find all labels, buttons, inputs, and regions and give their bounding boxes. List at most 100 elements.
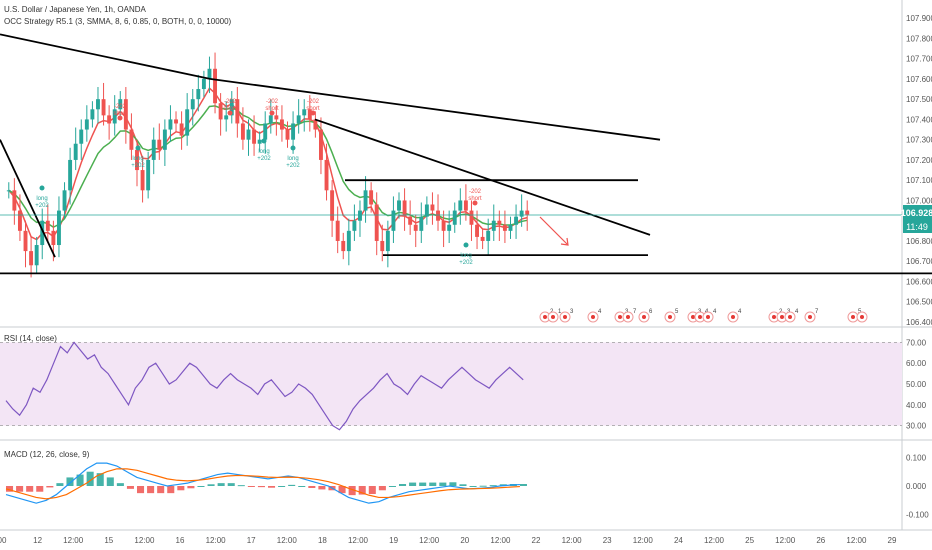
price-tick-label: 106.400 — [906, 318, 932, 327]
macd-series — [5, 462, 527, 504]
event-count: 7 — [815, 309, 819, 315]
candle-body — [207, 68, 212, 79]
rsi-series — [5, 341, 524, 431]
macd-signal-line — [5, 468, 520, 500]
signal-long-label: +202 — [257, 156, 271, 162]
macd-histogram-bar — [167, 486, 175, 494]
event-flag-icon — [731, 315, 735, 319]
signal-long-label: long — [258, 149, 269, 155]
candle-body — [129, 129, 134, 150]
signal-long-marker — [39, 185, 45, 191]
candle-body — [391, 210, 396, 231]
economic-events[interactable]: 21343765344423475 — [539, 309, 868, 323]
candle-body — [224, 115, 229, 120]
price-tick-label: 107.700 — [906, 55, 932, 64]
event-count: 4 — [738, 309, 742, 315]
symbol-title[interactable]: U.S. Dollar / Japanese Yen, 1h, OANDA — [4, 5, 147, 14]
rsi-tick-label: 40.00 — [906, 401, 927, 410]
macd-title[interactable]: MACD (12, 26, close, 9) — [4, 450, 90, 459]
candle-body — [218, 103, 223, 120]
time-tick-label: 19 — [389, 536, 398, 545]
macd-tick-label: -0.100 — [906, 511, 929, 520]
macd-histogram-bar — [86, 471, 94, 486]
time-tick-label: 24 — [674, 536, 683, 545]
countdown-badge — [903, 220, 932, 233]
rsi-title[interactable]: RSI (14, close) — [4, 334, 57, 343]
macd-histogram-bar — [469, 486, 477, 487]
event-flag-icon — [543, 315, 547, 319]
candle-body — [123, 99, 128, 130]
macd-histogram-bar — [288, 484, 296, 486]
time-tick-label: 16 — [176, 536, 185, 545]
signal-short-label: -202 — [266, 99, 279, 105]
macd-histogram-bar — [439, 482, 447, 486]
candle-body — [274, 115, 279, 120]
macd-axis[interactable]: 0.100 0.000 -0.100 — [906, 453, 929, 519]
macd-histogram-bar — [348, 486, 356, 496]
indicator-title[interactable]: OCC Strategy R5.1 (3, SMMA, 8, 6, 0.85, … — [4, 17, 232, 26]
price-tick-label: 106.500 — [906, 298, 932, 307]
current-price-badge — [903, 205, 932, 220]
event-count: 5 — [675, 309, 679, 315]
forecast-arrow[interactable] — [539, 216, 569, 246]
candle-body — [62, 190, 67, 211]
moving-average-cloud — [8, 86, 528, 241]
time-tick-label: 25 — [745, 536, 754, 545]
candle-body — [419, 216, 424, 231]
macd-histogram-bar — [16, 486, 24, 492]
event-flag-icon — [772, 315, 776, 319]
signal-long-label: +202 — [286, 163, 300, 169]
rsi-band — [0, 342, 902, 426]
trendline — [314, 118, 651, 236]
event-flag-icon — [851, 315, 855, 319]
signal-long-label: +202 — [131, 163, 145, 169]
macd-histogram-bar — [56, 483, 64, 486]
macd-histogram-bar — [207, 484, 215, 486]
signal-short-marker — [117, 115, 123, 121]
macd-histogram-bar — [227, 483, 235, 486]
event-flag-icon — [626, 315, 630, 319]
candle-body — [352, 220, 357, 231]
macd-histogram-bar — [6, 486, 14, 492]
event-count: 1 — [558, 309, 562, 315]
candle-body — [469, 210, 474, 225]
macd-histogram-bar — [257, 486, 265, 488]
rsi-tick-label: 70.00 — [906, 338, 927, 347]
rsi-axis[interactable]: 70.00 60.00 50.00 40.00 30.00 — [906, 338, 927, 430]
candle-body — [480, 236, 485, 241]
time-tick-label: 12:00 — [348, 536, 369, 545]
candle-body — [135, 149, 139, 171]
trendlines[interactable] — [0, 33, 932, 275]
time-tick-label: 15 — [104, 536, 113, 545]
candle-body — [252, 129, 257, 144]
time-axis[interactable]: 00 12 12:00 15 12:00 16 12:00 17 12:00 18 12:00 19 1… — [0, 536, 897, 545]
macd-histogram-bar — [247, 486, 255, 487]
macd-histogram-bar — [217, 483, 225, 486]
price-tick-label: 107.000 — [906, 196, 932, 205]
macd-histogram-bar — [459, 484, 467, 486]
candle-body — [408, 216, 413, 225]
time-tick-label: 12:00 — [562, 536, 583, 545]
candle-body — [34, 245, 39, 266]
candle-body — [385, 230, 390, 252]
macd-histogram-bar — [268, 486, 276, 488]
candle-body — [491, 220, 496, 231]
candle-body — [307, 109, 312, 120]
price-tick-label: 107.800 — [906, 34, 932, 43]
price-tick-label: 106.600 — [906, 277, 932, 286]
candle-body — [502, 224, 507, 231]
candle-body — [17, 210, 22, 231]
candle-body — [101, 99, 106, 116]
signal-long-label: long — [287, 156, 298, 162]
price-axis[interactable]: 107.900 107.800 107.700 107.600 107.500 107.4… — [906, 14, 932, 327]
ma-slow-line — [8, 105, 528, 229]
macd-line — [5, 462, 520, 504]
macd-histogram-bar — [137, 486, 145, 494]
time-tick-label: 12:00 — [704, 536, 725, 545]
candle-body — [436, 210, 440, 221]
time-tick-label: 20 — [460, 536, 469, 545]
macd-histogram-bar — [479, 485, 487, 487]
macd-histogram-bar — [26, 486, 34, 492]
time-tick-label: 12:00 — [846, 536, 867, 545]
